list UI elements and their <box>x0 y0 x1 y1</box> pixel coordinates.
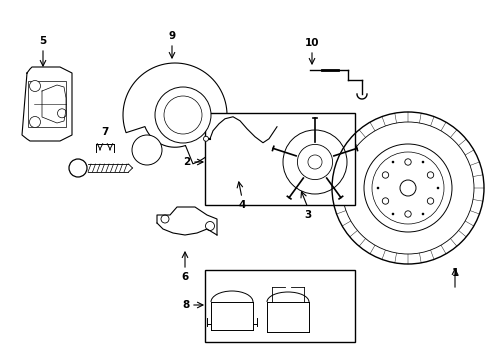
Circle shape <box>399 180 415 196</box>
Circle shape <box>203 136 208 141</box>
Circle shape <box>155 87 210 143</box>
Circle shape <box>205 221 214 230</box>
Text: 3: 3 <box>304 210 311 220</box>
Text: 6: 6 <box>181 272 188 282</box>
Text: 5: 5 <box>40 36 46 46</box>
Circle shape <box>163 96 202 134</box>
Bar <box>204 113 354 205</box>
Circle shape <box>391 213 393 215</box>
Circle shape <box>341 122 473 254</box>
Text: 4: 4 <box>238 200 245 210</box>
Circle shape <box>58 109 66 118</box>
Text: 10: 10 <box>304 38 319 48</box>
Circle shape <box>69 159 87 177</box>
Circle shape <box>391 161 393 163</box>
Circle shape <box>161 215 169 223</box>
Text: 2: 2 <box>183 157 190 167</box>
Circle shape <box>29 81 41 91</box>
Circle shape <box>132 135 162 165</box>
Circle shape <box>421 213 424 215</box>
Bar <box>28 81 66 127</box>
Text: 9: 9 <box>168 31 175 41</box>
Circle shape <box>436 187 438 189</box>
Circle shape <box>29 117 41 127</box>
Text: 7: 7 <box>101 127 108 137</box>
Text: 8: 8 <box>182 300 189 310</box>
Text: 1: 1 <box>450 268 458 278</box>
Circle shape <box>421 161 424 163</box>
Bar <box>204 270 354 342</box>
Circle shape <box>376 187 379 189</box>
